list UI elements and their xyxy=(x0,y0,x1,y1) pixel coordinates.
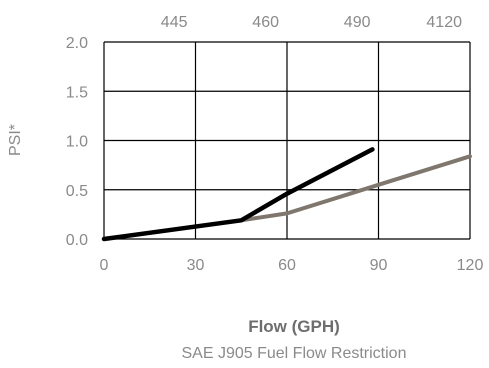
series-lines xyxy=(101,147,472,242)
top-tick-label: 460 xyxy=(252,14,279,31)
series-line-1 xyxy=(101,147,375,242)
top-tick-label: 4120 xyxy=(426,14,462,31)
top-tick-label: 490 xyxy=(344,14,371,31)
x-tick-label: 0 xyxy=(100,257,109,274)
y-tick-label: 0.0 xyxy=(66,232,88,249)
x-axis-label: Flow (GPH) xyxy=(248,317,340,336)
x-tick-label: 60 xyxy=(278,257,296,274)
y-tick-label: 1.5 xyxy=(66,84,88,101)
y-tick-label: 0.5 xyxy=(66,183,88,200)
x-tick-label: 90 xyxy=(370,257,388,274)
series-line-2 xyxy=(239,154,472,223)
y-tick-label: 2.0 xyxy=(66,35,88,52)
chart-caption: SAE J905 Fuel Flow Restriction xyxy=(182,345,407,362)
top-tick-labels: 445 460 490 4120 xyxy=(161,14,462,31)
y-axis-label: PSI* xyxy=(7,124,24,156)
top-tick-label: 445 xyxy=(161,14,188,31)
x-tick-labels: 0 30 60 90 120 xyxy=(100,257,484,274)
y-tick-labels: 0.0 0.5 1.0 1.5 2.0 xyxy=(66,35,88,249)
x-tick-label: 120 xyxy=(457,257,484,274)
y-tick-label: 1.0 xyxy=(66,134,88,151)
grid xyxy=(103,41,471,240)
x-tick-label: 30 xyxy=(187,257,205,274)
